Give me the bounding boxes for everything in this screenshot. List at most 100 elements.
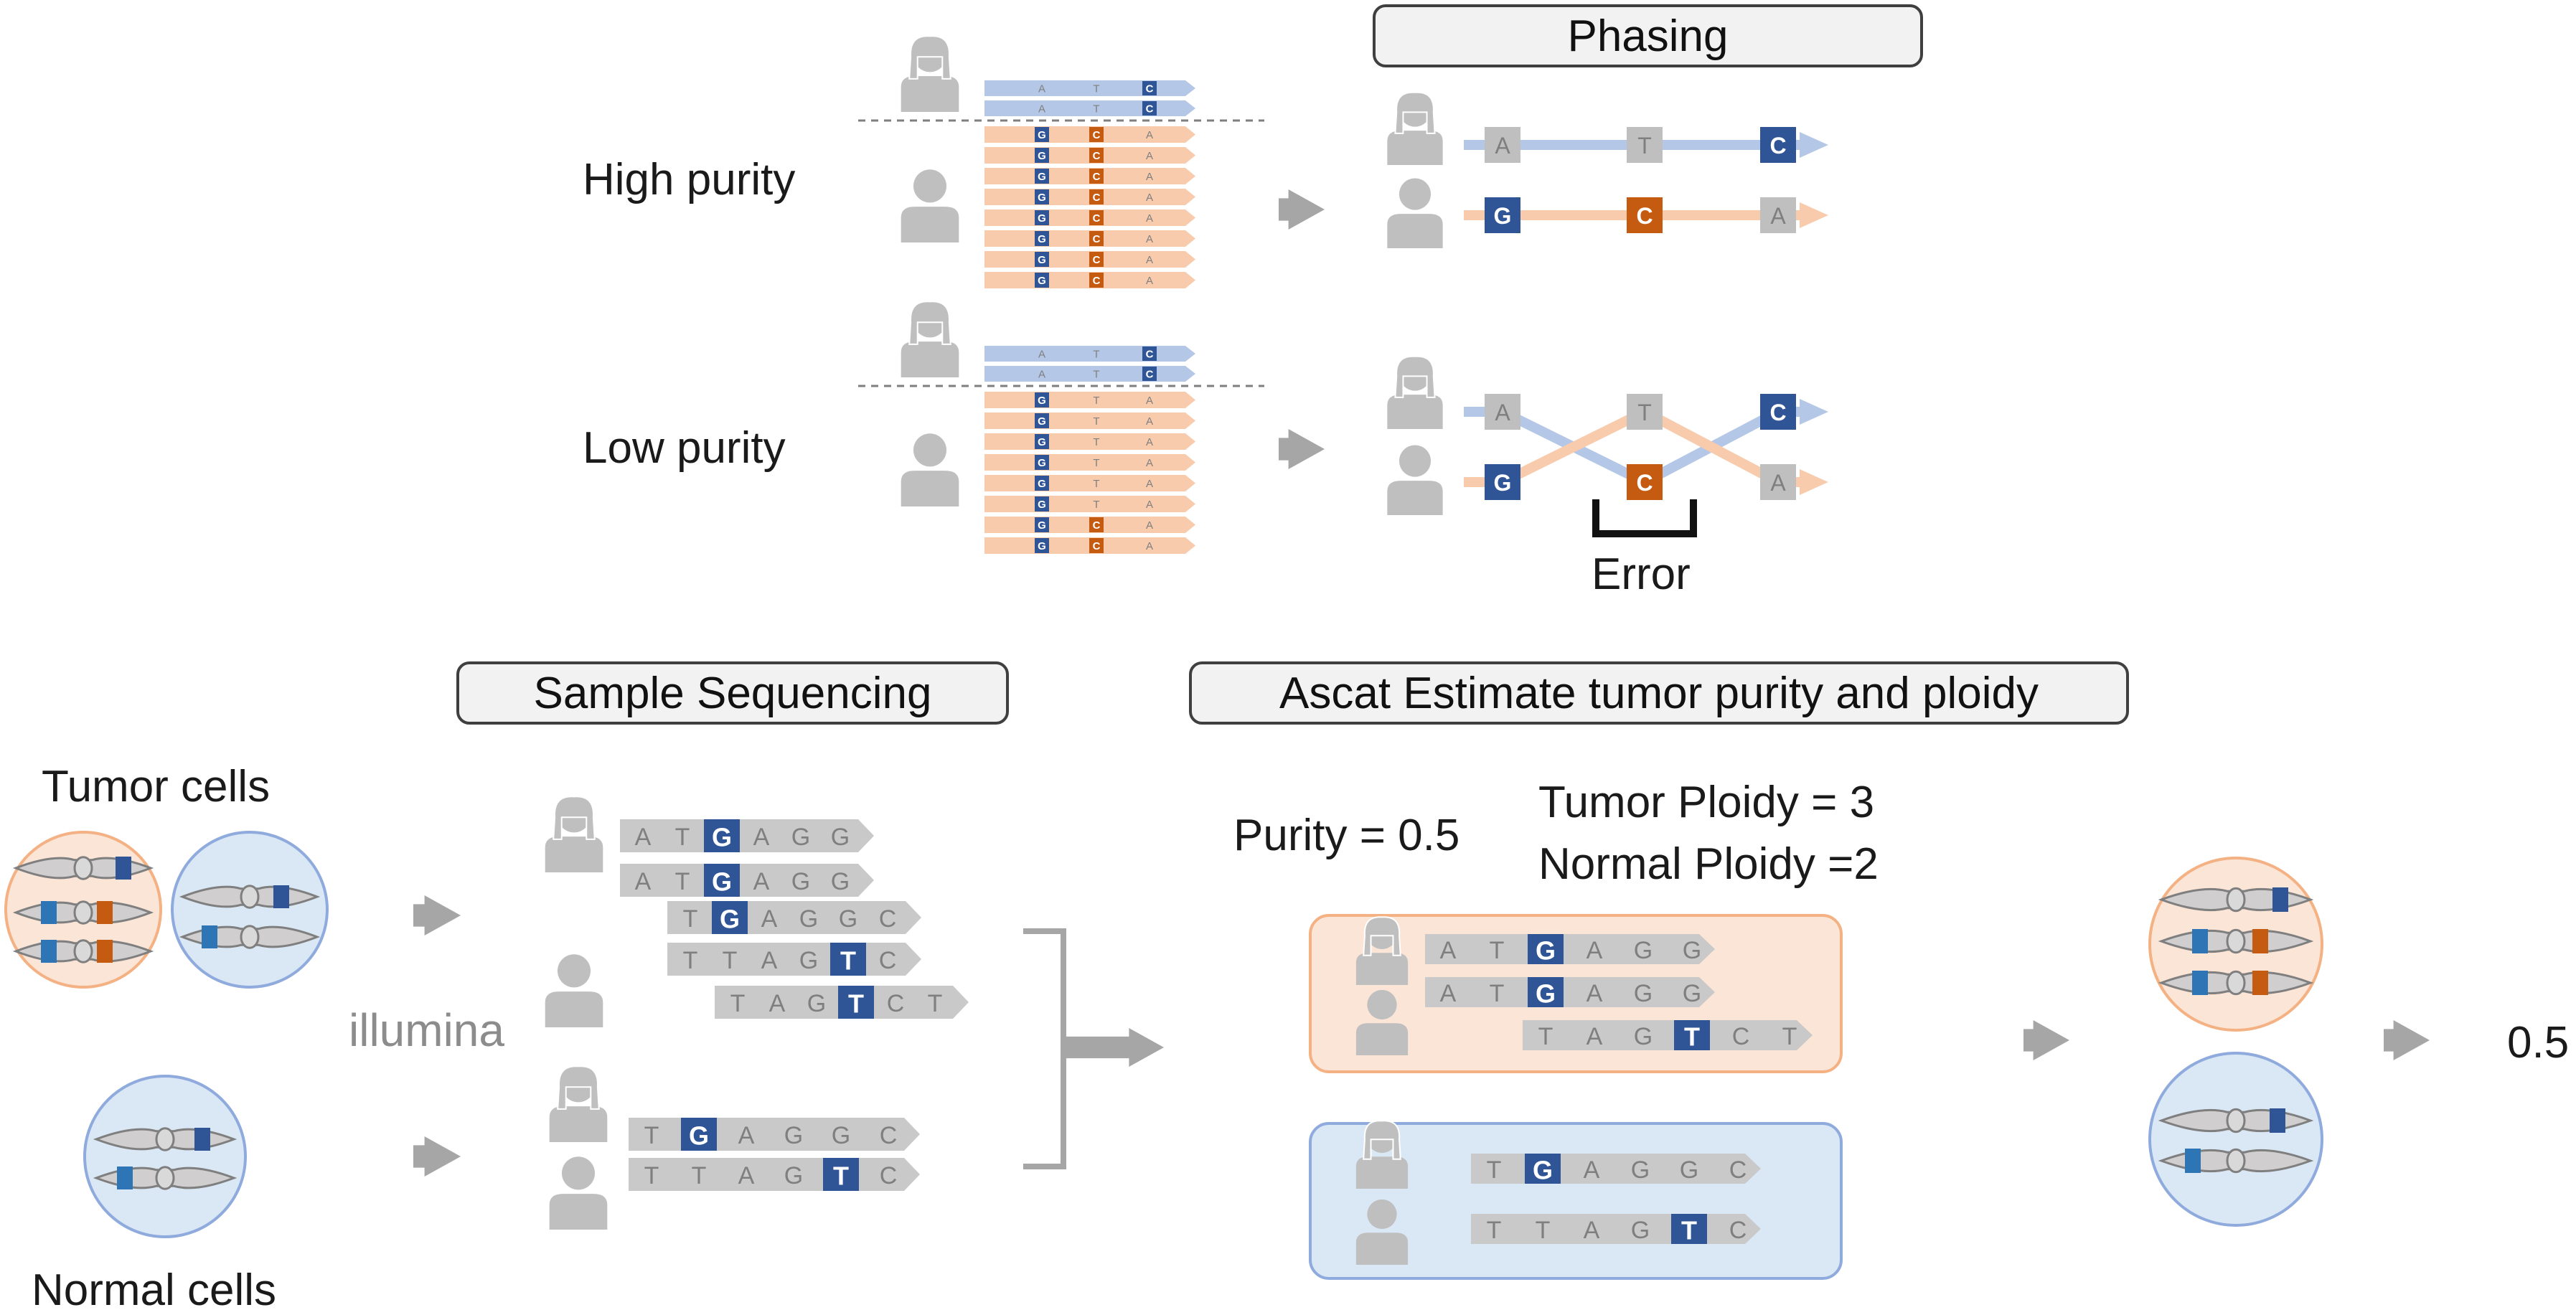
base-letter: A <box>1770 470 1786 496</box>
haplotype-base: A <box>1760 197 1796 233</box>
variant-box <box>1525 1154 1561 1184</box>
maternal-person-icon <box>1387 91 1443 165</box>
base-letter: C <box>1732 1023 1750 1050</box>
base-letter: A <box>635 868 652 895</box>
merge-bracket <box>1023 928 1066 1169</box>
variant-box <box>830 943 866 976</box>
variant-box <box>1089 517 1104 532</box>
base-letter: G <box>1634 980 1653 1007</box>
base-letter: A <box>1146 275 1153 287</box>
base-letter: T <box>1093 103 1099 116</box>
base-letter: A <box>1146 519 1153 532</box>
base-letter: C <box>1636 203 1653 229</box>
base-letter: T <box>675 868 690 895</box>
base-letter: T <box>1782 1023 1797 1050</box>
base-letter: A <box>1146 233 1153 245</box>
read-body <box>984 433 1195 450</box>
base-letter: G <box>791 868 810 895</box>
haplotype-variant: G <box>1485 464 1520 500</box>
centromere <box>73 939 93 963</box>
base-letter: T <box>1093 457 1099 469</box>
variant-box <box>1035 169 1049 184</box>
person-hair <box>553 796 596 840</box>
base-letter: G <box>839 905 857 933</box>
person-hair <box>1394 91 1436 134</box>
ascat-title: Ascat Estimate tumor purity and ploidy <box>1279 668 2039 718</box>
variant-box <box>1089 169 1104 184</box>
chromosome <box>93 1127 238 1151</box>
base-letter: G <box>1683 937 1701 964</box>
maternal-person-icon <box>1355 1120 1409 1189</box>
variant-box <box>1089 148 1104 163</box>
base-letter: A <box>1770 203 1786 229</box>
centromere <box>240 885 260 909</box>
person-head <box>1367 1199 1397 1230</box>
variant-box <box>1035 231 1049 246</box>
variant-letter: G <box>1038 275 1046 287</box>
allele-mark <box>97 940 113 963</box>
normal-cell <box>2148 1052 2323 1227</box>
variant-letter: G <box>1038 436 1046 448</box>
person-body <box>545 836 603 872</box>
variant-box <box>1089 210 1104 225</box>
base-letter: G <box>832 1122 850 1149</box>
paternal-person-icon <box>901 169 959 242</box>
allele-mark <box>2270 1108 2285 1133</box>
haplotype-base: A <box>1485 127 1520 163</box>
allele-mark <box>116 857 131 880</box>
base-letter: G <box>799 947 818 974</box>
base-letter: A <box>1146 540 1153 552</box>
person-body <box>1387 214 1443 248</box>
person-head <box>561 1156 596 1190</box>
variant-letter: G <box>1038 519 1046 532</box>
allele-mark <box>117 1166 133 1189</box>
variant-letter: C <box>1093 519 1101 532</box>
phasing-title-box: Phasing <box>1373 4 1923 67</box>
paternal-person-icon <box>1355 989 1409 1055</box>
base-letter: G <box>784 1162 803 1189</box>
variant-letter: T <box>1681 1216 1697 1245</box>
variant-letter: G <box>1038 415 1046 428</box>
base-letter: A <box>753 824 770 851</box>
base-letter: T <box>644 1162 659 1189</box>
base-letter: A <box>1146 457 1153 469</box>
centromere <box>2226 928 2246 954</box>
base-letter: G <box>784 1122 803 1149</box>
base-letter: T <box>1093 369 1099 381</box>
sample-sequencing-title: Sample Sequencing <box>533 668 932 718</box>
base-letter: T <box>644 1122 659 1149</box>
allele-mark <box>202 925 217 948</box>
variant-box <box>1142 347 1157 361</box>
chromosome <box>179 925 321 949</box>
result-value: 0.5 <box>2507 1018 2570 1067</box>
variant-box <box>1035 476 1049 491</box>
person-head <box>1367 989 1397 1020</box>
base-letter: A <box>1495 133 1510 159</box>
person-hair <box>908 301 951 345</box>
variant-box <box>1142 81 1157 95</box>
centromere <box>73 856 93 880</box>
read-body <box>1425 934 1715 964</box>
base-box <box>1627 464 1663 500</box>
variant-box <box>1674 1020 1710 1050</box>
haplotype-variant: C <box>1760 127 1796 163</box>
base-letter: C <box>1769 133 1786 159</box>
variant-box <box>1142 101 1157 116</box>
haplotype-arrowhead <box>1800 132 1828 158</box>
read-body <box>984 392 1195 408</box>
read-body <box>1471 1214 1761 1244</box>
tumor-ploidy-label: Tumor Ploidy = 3 <box>1538 778 1875 827</box>
person-body <box>901 341 959 377</box>
chromosome <box>2158 1148 2314 1174</box>
base-letter: G <box>831 868 850 895</box>
base-letter: A <box>635 824 652 851</box>
base-letter: C <box>1636 470 1653 496</box>
centromere <box>2226 970 2246 996</box>
variant-box <box>1089 538 1104 553</box>
allele-mark <box>97 901 113 924</box>
base-letter: A <box>1146 212 1153 225</box>
